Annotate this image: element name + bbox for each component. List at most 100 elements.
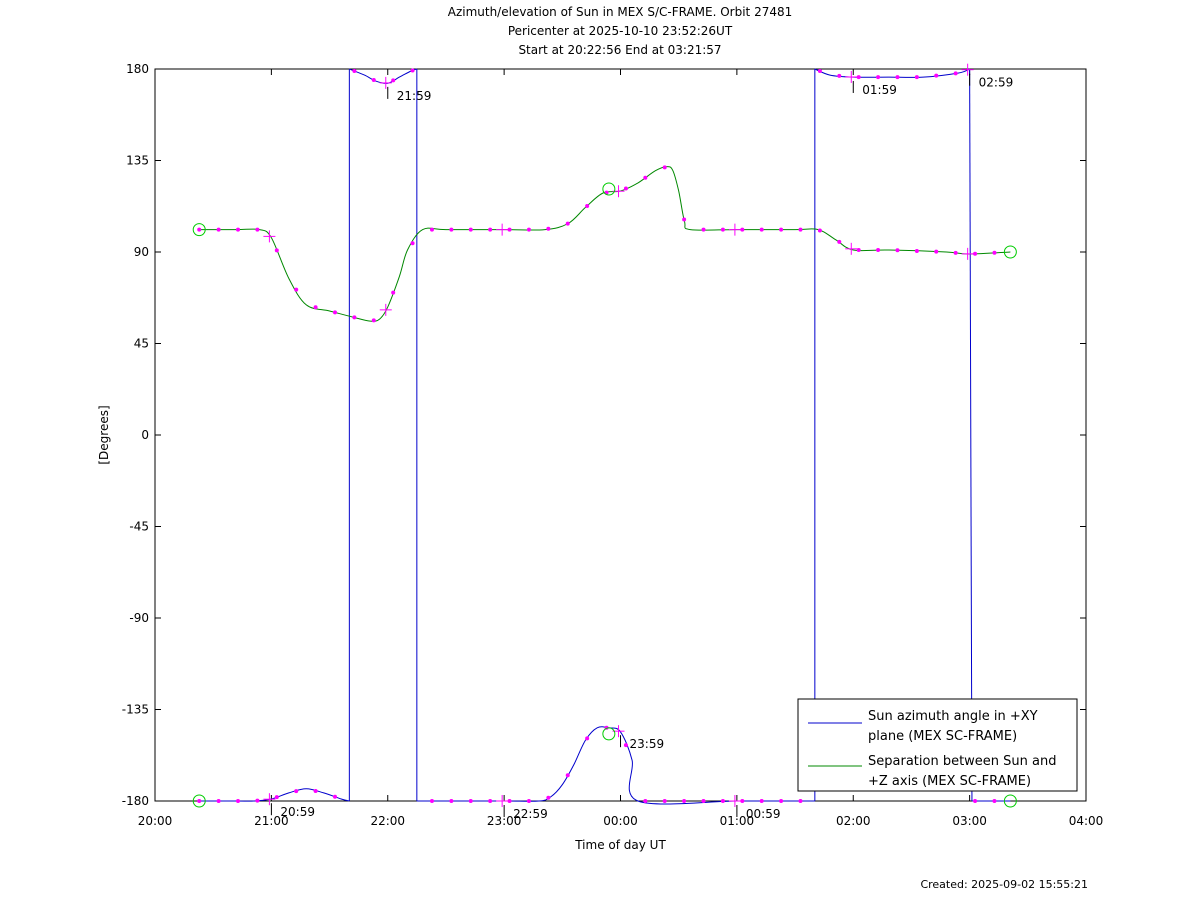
separation-minute-dot (643, 175, 648, 180)
separation-minute-dot (391, 290, 396, 295)
separation-minute-dot (274, 248, 279, 253)
azimuth-minute-dot (973, 799, 978, 803)
chart-title-line2: Pericenter at 2025-10-10 23:52:26UT (507, 24, 733, 38)
start-end-marker (1003, 245, 1017, 259)
separation-minute-dot (914, 248, 919, 253)
separation-minute-dot (585, 204, 590, 209)
y-tick-label: 0 (141, 428, 149, 442)
azimuth-minute-dot (662, 799, 667, 803)
azimuth-minute-dot (352, 69, 357, 74)
azimuth-minute-dot (720, 799, 725, 803)
azimuth-minute-dot (429, 799, 434, 803)
separation-minute-dot (507, 227, 512, 232)
separation-minute-dot (352, 315, 357, 320)
start-end-marker (602, 182, 616, 196)
azimuth-minute-dot (876, 75, 881, 80)
legend-box (797, 698, 1078, 792)
separation-minute-dot (837, 239, 842, 244)
separation-minute-dot (798, 227, 803, 232)
separation-minute-dot (449, 227, 454, 232)
azimuth-minute-dot (740, 799, 745, 803)
y-tick-label: 90 (134, 245, 149, 259)
x-tick-label: 04:00 (1069, 814, 1104, 828)
separation-minute-dot (779, 227, 784, 232)
separation-minute-dot (332, 310, 337, 315)
azimuth-minute-dot (934, 73, 939, 78)
separation-minute-dot (701, 227, 706, 232)
chart-title-line3: Start at 20:22:56 End at 03:21:57 (518, 43, 722, 57)
azimuth-minute-dot (526, 799, 531, 803)
x-axis-label: Time of day UT (574, 838, 666, 852)
y-tick-label: -135 (122, 703, 149, 717)
separation-minute-dot (934, 249, 939, 254)
y-tick-label: 45 (134, 337, 149, 351)
separation-minute-dot (468, 227, 473, 232)
azimuth-minute-dot (294, 789, 299, 794)
azimuth-minute-dot (682, 799, 687, 803)
separation-minute-dot (216, 227, 221, 232)
legend-azimuth-label-2: plane (MEX SC-FRAME) (868, 729, 1017, 744)
separation-minute-dot (662, 165, 667, 170)
azimuth-series-line (814, 68, 970, 78)
azimuth-series-line (349, 68, 417, 84)
separation-minute-dot (429, 227, 434, 232)
azimuth-minute-dot (759, 799, 764, 803)
azimuth-minute-dot (410, 68, 415, 73)
azimuth-minute-dot (507, 799, 512, 803)
legend-separation-label-2: +Z axis (MEX SC-FRAME) (868, 774, 1031, 789)
start-end-marker (192, 223, 206, 237)
time-label: 00:59 (746, 807, 781, 821)
azimuth-minute-dot (798, 799, 803, 803)
azimuth-minute-dot (585, 736, 590, 741)
x-tick-label: 01:00 (720, 814, 755, 828)
time-label: 01:59 (862, 83, 897, 97)
separation-minute-dot (410, 241, 415, 246)
separation-minute-dot (488, 227, 493, 232)
separation-minute-dot (371, 318, 376, 323)
azimuth-minute-dot (701, 799, 706, 803)
y-tick-label: -180 (122, 794, 149, 808)
azimuth-minute-dot (546, 795, 551, 800)
y-tick-label: -90 (129, 611, 149, 625)
azimuth-minute-dot (837, 73, 842, 78)
start-end-marker (1003, 794, 1017, 808)
azimuth-minute-dot (197, 799, 202, 803)
separation-minute-dot (992, 250, 997, 255)
azimuth-minute-dot (643, 799, 648, 803)
azimuth-minute-dot (895, 75, 900, 80)
azimuth-minute-dot (216, 799, 221, 803)
separation-minute-dot (236, 227, 241, 232)
time-label: 20:59 (280, 805, 315, 819)
created-timestamp: Created: 2025-09-02 15:55:21 (920, 878, 1088, 891)
plot-frame (154, 68, 1087, 802)
azimuth-minute-dot (817, 69, 822, 74)
separation-minute-dot (565, 221, 570, 226)
time-label: 23:59 (630, 737, 665, 751)
x-tick-label: 03:00 (952, 814, 987, 828)
azimuth-minute-dot (914, 75, 919, 80)
y-tick-label: 180 (126, 62, 149, 76)
azimuth-minute-dot (488, 799, 493, 803)
separation-minute-dot (973, 251, 978, 256)
x-tick-label: 02:00 (836, 814, 871, 828)
x-tick-label: 21:00 (254, 814, 289, 828)
legend-azimuth-label-1: Sun azimuth angle in +XY (868, 709, 1038, 724)
separation-minute-dot (953, 250, 958, 255)
azimuth-series-line (416, 726, 815, 805)
azimuth-minute-dot (856, 75, 861, 80)
x-tick-label: 23:00 (487, 814, 522, 828)
azimuth-minute-dot (468, 799, 473, 803)
time-label: 22:59 (513, 807, 548, 821)
x-tick-label: 22:00 (370, 814, 405, 828)
azimuth-minute-dot (565, 773, 570, 778)
azimuth-minute-dot (236, 799, 241, 803)
azimuth-minute-dot (623, 743, 628, 748)
azimuth-minute-dot (332, 794, 337, 799)
separation-minute-dot (197, 227, 202, 232)
azimuth-minute-dot (255, 798, 260, 803)
separation-minute-dot (856, 247, 861, 252)
chart-title-line1: Azimuth/elevation of Sun in MEX S/C-FRAM… (447, 5, 793, 19)
separation-minute-dot (623, 186, 628, 191)
x-tick-label: 20:00 (138, 814, 173, 828)
